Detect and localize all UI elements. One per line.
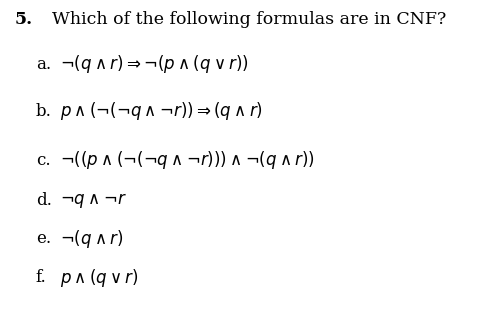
Text: $p \wedge (\neg(\neg q \wedge \neg r)) \Rightarrow (q \wedge r)$: $p \wedge (\neg(\neg q \wedge \neg r)) \… — [60, 100, 263, 122]
Text: a.: a. — [36, 56, 51, 73]
Text: 5.: 5. — [14, 11, 33, 28]
Text: $p \wedge (q \vee r)$: $p \wedge (q \vee r)$ — [60, 267, 139, 289]
Text: $\neg((p \wedge (\neg(\neg q \wedge \neg r))) \wedge \neg(q \wedge r))$: $\neg((p \wedge (\neg(\neg q \wedge \neg… — [60, 149, 315, 171]
Text: $\neg(q \wedge r)$: $\neg(q \wedge r)$ — [60, 228, 123, 250]
Text: d.: d. — [36, 192, 52, 209]
Text: Which of the following formulas are in CNF?: Which of the following formulas are in C… — [41, 11, 446, 28]
Text: c.: c. — [36, 152, 51, 169]
Text: $\neg q \wedge \neg r$: $\neg q \wedge \neg r$ — [60, 192, 127, 210]
Text: e.: e. — [36, 230, 51, 247]
Text: b.: b. — [36, 103, 52, 120]
Text: f.: f. — [36, 269, 46, 286]
Text: $\neg(q \wedge r) \Rightarrow \neg(p \wedge (q \vee r))$: $\neg(q \wedge r) \Rightarrow \neg(p \we… — [60, 53, 249, 75]
